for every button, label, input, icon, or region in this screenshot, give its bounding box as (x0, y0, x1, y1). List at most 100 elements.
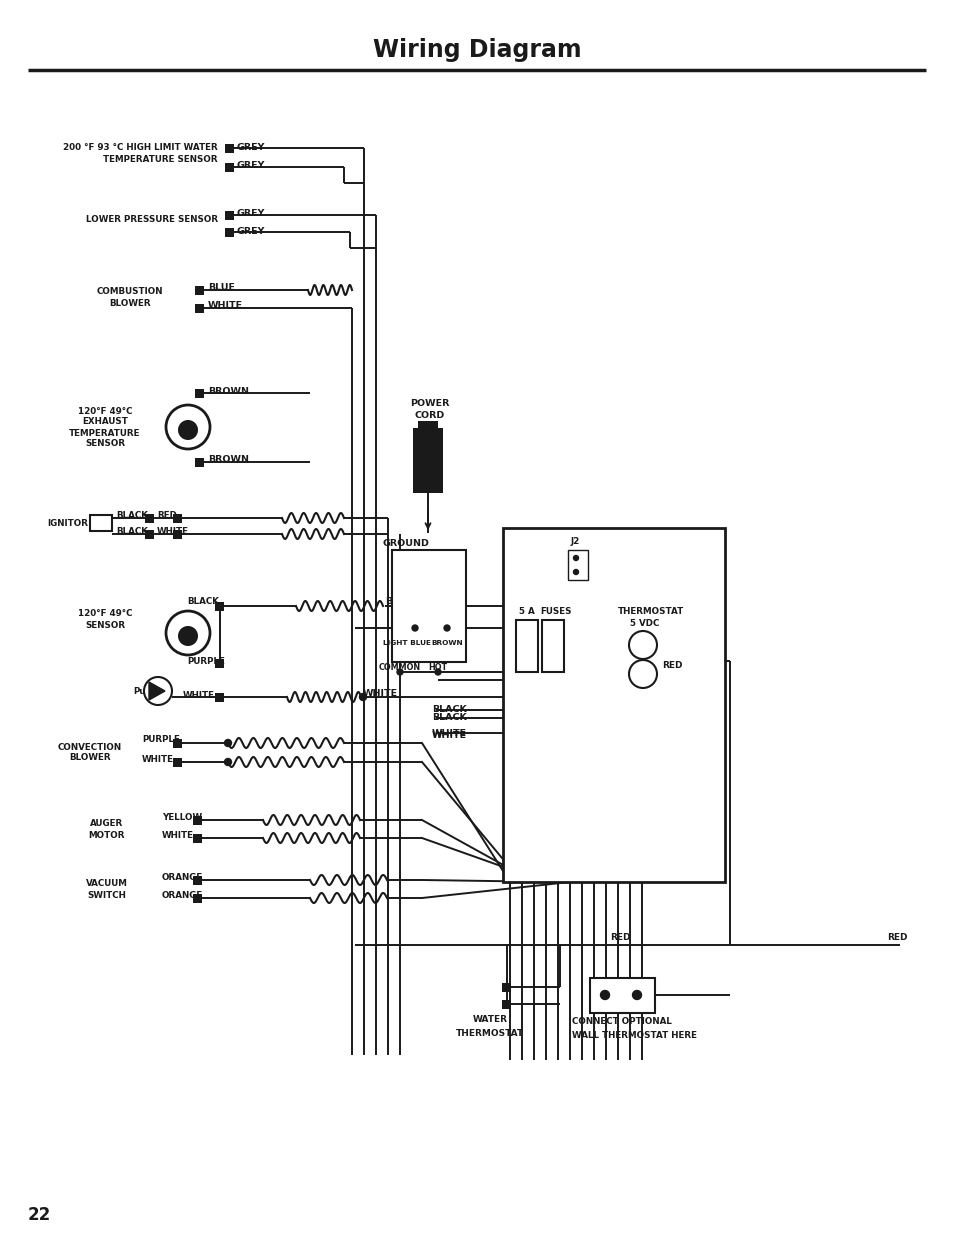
Text: 5 A: 5 A (518, 606, 535, 615)
Bar (413, 429, 442, 493)
Text: BLUE: BLUE (208, 284, 234, 293)
Text: VACUUM: VACUUM (86, 879, 128, 888)
Text: ORANGE: ORANGE (537, 743, 578, 752)
Text: POWER: POWER (410, 399, 449, 408)
Circle shape (599, 990, 609, 999)
Bar (541, 620, 563, 672)
Circle shape (144, 677, 172, 705)
Bar (193, 893, 202, 903)
Text: GREY: GREY (620, 836, 646, 846)
Circle shape (632, 990, 640, 999)
Bar (146, 530, 154, 538)
Bar (215, 693, 224, 701)
Text: THERMOSTAT: THERMOSTAT (618, 606, 683, 615)
Bar (195, 304, 204, 312)
Text: BROWN: BROWN (208, 456, 249, 464)
Bar (225, 227, 234, 236)
Text: BLACK: BLACK (513, 714, 544, 722)
Text: BLOWER: BLOWER (70, 753, 111, 762)
Text: PURPLE: PURPLE (187, 657, 225, 666)
Text: WHITE: WHITE (142, 755, 173, 763)
Circle shape (628, 631, 657, 659)
Text: HOT: HOT (428, 663, 447, 673)
Bar (567, 550, 587, 580)
Text: YELLOW: YELLOW (162, 813, 202, 821)
Bar (215, 601, 224, 610)
Text: WHITE: WHITE (183, 690, 214, 699)
Text: 22: 22 (28, 1207, 51, 1224)
Bar (225, 210, 234, 220)
Circle shape (573, 556, 578, 561)
Text: CORD: CORD (415, 411, 445, 420)
Text: J2: J2 (571, 537, 579, 547)
Text: LOWER PRESSURE SENSOR: LOWER PRESSURE SENSOR (86, 215, 218, 224)
Text: RED: RED (597, 810, 617, 820)
Bar (516, 620, 537, 672)
Circle shape (178, 626, 198, 646)
Text: GREY: GREY (608, 824, 635, 832)
Bar (215, 658, 224, 667)
Bar (195, 285, 204, 294)
Bar (502, 529, 724, 882)
Text: TEMPERATURE SENSOR: TEMPERATURE SENSOR (103, 154, 218, 163)
Text: BLUE: BLUE (573, 783, 598, 792)
Text: MOTOR: MOTOR (89, 830, 125, 840)
Circle shape (166, 405, 210, 450)
Bar (392, 550, 465, 662)
Text: SWITCH: SWITCH (88, 890, 127, 899)
Text: 200 °F 93 °C HIGH LIMIT WATER: 200 °F 93 °C HIGH LIMIT WATER (63, 142, 218, 152)
Circle shape (166, 611, 210, 655)
Text: AUGER: AUGER (91, 820, 124, 829)
Polygon shape (149, 682, 165, 700)
Text: WHITE: WHITE (524, 729, 557, 737)
Circle shape (435, 669, 440, 676)
Text: RED: RED (609, 932, 630, 941)
Text: WALL THERMOSTAT HERE: WALL THERMOSTAT HERE (572, 1030, 697, 1040)
Text: BLOWER: BLOWER (109, 299, 151, 308)
Text: 5 VDC: 5 VDC (629, 620, 659, 629)
Text: ORANGE: ORANGE (162, 872, 203, 882)
Bar (502, 983, 511, 992)
Text: WATER: WATER (472, 1015, 507, 1025)
Text: WHITE: WHITE (363, 688, 397, 698)
Text: LIGHT BLUE: LIGHT BLUE (382, 640, 431, 646)
Text: EXHAUST: EXHAUST (82, 417, 128, 426)
Text: BLACK: BLACK (116, 510, 148, 520)
Text: WHITE: WHITE (432, 730, 467, 740)
Text: GREY: GREY (236, 226, 265, 236)
Bar (193, 815, 202, 825)
Text: WHITE: WHITE (157, 526, 189, 536)
Text: YELLOW: YELLOW (584, 795, 624, 804)
Text: PURPLE: PURPLE (142, 736, 180, 745)
Text: WHITE: WHITE (162, 830, 193, 840)
Circle shape (443, 625, 450, 631)
Text: ORANGE: ORANGE (548, 757, 590, 766)
Text: BROWN: BROWN (208, 387, 249, 395)
Circle shape (396, 669, 402, 676)
Text: Pump: Pump (132, 687, 161, 695)
Bar (173, 514, 182, 522)
Circle shape (224, 758, 232, 766)
Text: BLACK: BLACK (116, 526, 148, 536)
Circle shape (359, 694, 366, 700)
Bar (195, 457, 204, 467)
Text: TEMPERATURE: TEMPERATURE (70, 429, 141, 437)
Text: 120°F 49°C: 120°F 49°C (77, 406, 132, 415)
Bar (146, 514, 154, 522)
Text: PURPLE: PURPLE (560, 769, 598, 778)
Text: SENSOR: SENSOR (85, 440, 125, 448)
Bar (225, 163, 234, 172)
Text: CONNECT OPTIONAL: CONNECT OPTIONAL (572, 1018, 671, 1026)
Text: WHITE: WHITE (208, 301, 243, 310)
Text: GROUND: GROUND (382, 538, 429, 547)
Text: GREY: GREY (236, 162, 265, 170)
Bar (90, 515, 112, 531)
Text: GREY: GREY (236, 142, 265, 152)
Bar (193, 876, 202, 884)
Bar (225, 143, 234, 152)
Text: BLACK: BLACK (432, 705, 466, 715)
Text: ORANGE: ORANGE (162, 890, 203, 899)
Bar (173, 739, 182, 747)
Text: COMBUSTION: COMBUSTION (96, 288, 163, 296)
Text: BROWN: BROWN (644, 862, 682, 872)
